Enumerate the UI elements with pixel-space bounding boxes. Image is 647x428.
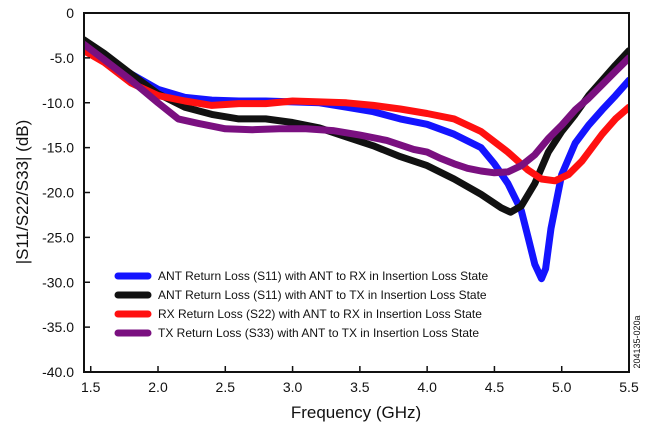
- x-tick-label: 3.0: [283, 379, 303, 395]
- series-line-4: [84, 40, 629, 177]
- y-tick-label: -30.0: [42, 274, 74, 290]
- x-tick-label: 5.5: [619, 379, 639, 395]
- legend-label: ANT Return Loss (S11) with ANT to RX in …: [158, 269, 488, 283]
- x-axis-title: Frequency (GHz): [291, 403, 421, 422]
- x-tick-label: 1.5: [81, 379, 101, 395]
- x-tick-label: 3.5: [350, 379, 370, 395]
- y-tick-label: -15.0: [42, 140, 74, 156]
- ticks-layer: 1.5 2.0 2.5 3.0 3.5 4.0 4.5 5.0 5.5 0 -5.0 -10.0 -15…: [42, 5, 639, 395]
- legend-label: ANT Return Loss (S11) with ANT to TX in …: [158, 288, 487, 302]
- y-tick-label: 0: [66, 5, 74, 21]
- x-tick-label: 2.0: [148, 379, 168, 395]
- figure-code: 204135-020a: [632, 315, 642, 368]
- legend-label: TX Return Loss (S33) with ANT to TX in I…: [158, 326, 479, 340]
- legend-label: RX Return Loss (S22) with ANT to RX in I…: [158, 307, 482, 321]
- y-tick-label: -20.0: [42, 185, 74, 201]
- series-line-1: [84, 45, 629, 283]
- x-tick-label: 2.5: [216, 379, 236, 395]
- x-tick-label: 4.5: [485, 379, 505, 395]
- y-tick-label: -10.0: [42, 95, 74, 111]
- y-tick-label: -5.0: [50, 50, 74, 66]
- y-axis-title: |S11/S22/S33| (dB): [13, 120, 32, 265]
- series-line-3: [84, 47, 629, 185]
- x-tick-label: 4.0: [417, 379, 437, 395]
- legend: ANT Return Loss (S11) with ANT to RX in …: [114, 269, 488, 340]
- x-tick-label: 5.0: [552, 379, 572, 395]
- y-tick-label: -25.0: [42, 229, 74, 245]
- y-tick-label: -35.0: [42, 319, 74, 335]
- series-layer: [84, 36, 629, 283]
- series-line-2: [84, 36, 629, 216]
- y-tick-label: -40.0: [42, 364, 74, 380]
